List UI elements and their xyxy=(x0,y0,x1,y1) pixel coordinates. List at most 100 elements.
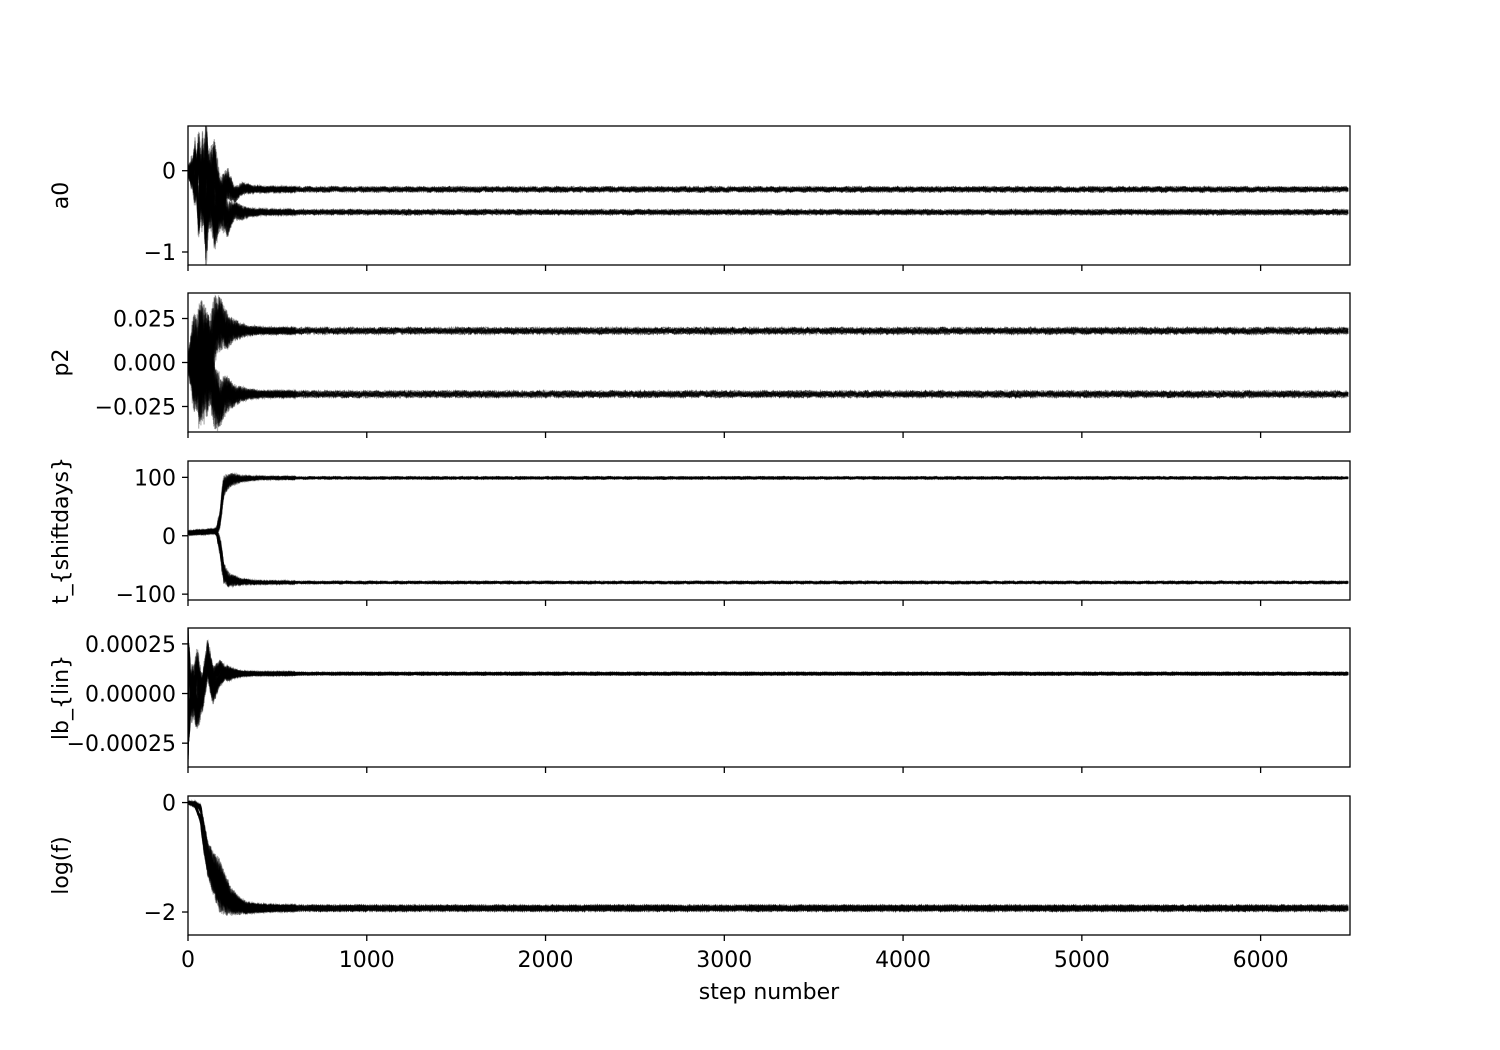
panel-3: 100 0 −100 t_{shiftdays} xyxy=(49,457,1351,608)
walker-line xyxy=(188,296,1349,406)
walker-line xyxy=(188,147,1349,216)
walker-line xyxy=(188,528,1349,588)
walker-line xyxy=(188,799,1349,916)
walker-line xyxy=(188,132,1349,239)
y-tick-label: 0 xyxy=(162,792,176,817)
walker-line xyxy=(188,800,1349,914)
walker-line xyxy=(188,308,1349,423)
walker-line xyxy=(188,527,1349,587)
walker-line xyxy=(188,306,1349,404)
walker-line xyxy=(188,628,1349,721)
x-tick-label: 6000 xyxy=(1233,948,1289,973)
walker-line xyxy=(188,528,1349,588)
walker-line xyxy=(188,640,1349,759)
walker-line xyxy=(188,801,1349,915)
walker-line xyxy=(188,138,1349,220)
walker-line xyxy=(188,131,1349,213)
walker-line xyxy=(188,646,1349,754)
panels: 0−1a00.0250.000−0.025p21000−100t_{shiftd… xyxy=(49,125,1351,973)
walker-line xyxy=(188,628,1349,729)
walker-line xyxy=(188,137,1349,240)
walker-line xyxy=(188,801,1349,914)
walker-line xyxy=(188,801,1349,915)
walker-line xyxy=(188,641,1349,733)
walker-line xyxy=(188,639,1349,757)
walker-line xyxy=(188,801,1349,916)
walker-line xyxy=(188,640,1349,731)
panel-1: 0 −1 a0 xyxy=(49,125,1351,271)
walker-line xyxy=(188,799,1349,914)
walker-line xyxy=(188,637,1349,728)
walker-line xyxy=(188,307,1349,421)
walker-line xyxy=(188,298,1349,419)
walker-line xyxy=(188,473,1349,536)
y-tick-label: 0.00025 xyxy=(85,633,176,658)
walker-line xyxy=(188,324,1349,416)
walker-line xyxy=(188,317,1349,421)
walker-line xyxy=(188,473,1349,536)
walker-line xyxy=(188,631,1349,737)
walker-line xyxy=(188,800,1349,915)
walker-line xyxy=(188,628,1349,728)
walker-line xyxy=(188,303,1349,432)
walker-line xyxy=(188,471,1349,537)
walker-line xyxy=(188,126,1349,212)
walker-line xyxy=(188,801,1349,915)
y-tick-label: −100 xyxy=(116,583,176,608)
walker-line xyxy=(188,474,1349,536)
walker-line xyxy=(188,132,1349,223)
walker-line xyxy=(188,474,1349,537)
walker-line xyxy=(188,801,1349,915)
walker-line xyxy=(188,800,1349,916)
walker-line xyxy=(188,528,1349,586)
walker-line xyxy=(188,303,1349,413)
walker-line xyxy=(188,144,1349,238)
walker-line xyxy=(188,800,1349,916)
y-tick-label: 0 xyxy=(162,525,176,550)
walker-line xyxy=(188,322,1349,425)
walker-line xyxy=(188,474,1349,537)
y-axis-label: p2 xyxy=(49,349,74,377)
walker-line xyxy=(188,133,1349,222)
walker-line xyxy=(188,526,1349,587)
walker-line xyxy=(188,527,1349,587)
walker-line xyxy=(188,801,1349,915)
walker-line xyxy=(188,801,1349,916)
axes-frame xyxy=(187,125,1351,266)
walker-line xyxy=(188,800,1349,913)
walker-line xyxy=(188,474,1349,536)
x-tick-label: 1000 xyxy=(339,948,395,973)
walker-line xyxy=(188,126,1349,220)
walker-line xyxy=(188,136,1349,223)
walker-line xyxy=(188,799,1349,916)
walker-line xyxy=(188,653,1349,745)
walker-line xyxy=(188,801,1349,914)
walker-line xyxy=(188,800,1349,913)
walker-line xyxy=(188,297,1349,406)
walker-line xyxy=(188,528,1349,587)
walker-line xyxy=(188,137,1349,225)
walker-line xyxy=(188,649,1349,755)
walker-line xyxy=(188,141,1349,226)
y-tick-label: 100 xyxy=(134,466,176,491)
walker-line xyxy=(188,141,1349,220)
walker-line xyxy=(188,801,1349,916)
walker-line xyxy=(188,131,1349,223)
x-tick-label: 2000 xyxy=(518,948,574,973)
walker-line xyxy=(188,642,1349,763)
walker-line xyxy=(188,154,1349,259)
walker-line xyxy=(188,527,1349,588)
walker-line xyxy=(188,800,1349,915)
walker-line xyxy=(188,310,1349,424)
walker-line xyxy=(188,157,1349,253)
walker-line xyxy=(188,473,1349,536)
walker-line xyxy=(188,297,1349,403)
walker-line xyxy=(188,474,1349,537)
walker-line xyxy=(188,310,1349,421)
walker-line xyxy=(188,640,1349,760)
walker-line xyxy=(188,629,1349,735)
walker-line xyxy=(188,800,1349,914)
walker-line xyxy=(188,298,1349,426)
